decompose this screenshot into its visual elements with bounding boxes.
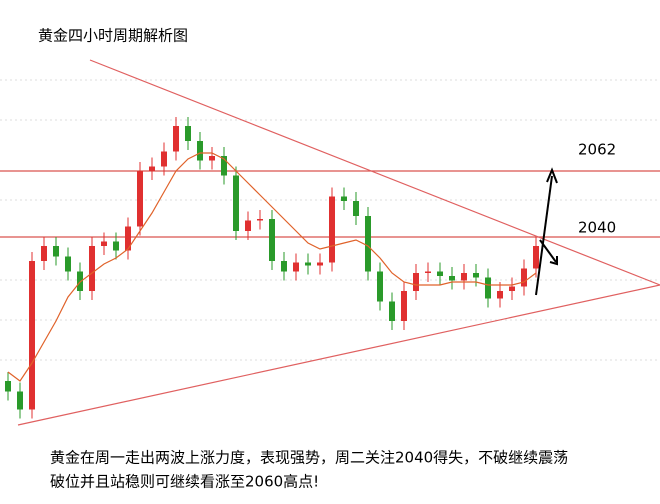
candle-body [5,381,11,392]
annotation: 黄金在周一走出两波上涨力度，表现强势，周二关注2040得失，不破继续震荡 [50,449,568,467]
candle-body [17,391,23,410]
candle-body [221,156,227,176]
candle-body [65,256,71,272]
candle-body [173,126,179,152]
candle-body [521,268,527,287]
candle-body [305,262,311,266]
candle-body [41,246,47,261]
candle-body [509,286,515,291]
candle-body [329,196,335,263]
candle-body [197,141,203,161]
arrows [535,167,558,296]
candle-body [461,273,467,281]
candle-body [473,273,479,278]
trend-line-lower [17,284,660,426]
candle-body [389,301,395,321]
candle-body [257,219,263,221]
candle-body [293,262,299,272]
candle-body [449,276,455,281]
candle-body [485,277,491,299]
candle-body [413,273,419,291]
candle-body [29,261,35,410]
arrow-head [546,167,558,184]
candle-body [533,246,539,269]
candle-body [209,156,215,161]
candle-body [161,151,167,167]
candle-body [149,166,155,171]
arrow [535,175,553,296]
candle-body [365,216,371,272]
trend-line-upper [89,59,660,286]
chart-title: 黄金四小时周期解析图 [38,27,188,45]
candle-body [269,219,275,261]
candle-body [437,271,443,276]
annotation: 破位并且站稳则可继续看涨至2060高点! [50,473,319,491]
candle-body [233,175,239,231]
candle-body [317,262,323,266]
candle-body [185,126,191,141]
candle-body [77,271,83,291]
candle-body [113,241,119,251]
level-label: 2040 [578,219,616,237]
candle-body [353,201,359,216]
candle-body [53,246,59,257]
candle-body [101,241,107,246]
candle-body [89,246,95,291]
arrow-head [549,256,558,266]
moving-average [7,152,537,382]
candle-body [245,220,251,231]
level-label: 2062 [578,141,616,159]
plot [0,117,660,419]
candle-body [401,291,407,321]
candle-body [281,261,287,272]
arrow [539,239,557,263]
candle-body [497,291,503,299]
candle-body [377,271,383,302]
candle-body [137,171,143,227]
candle-body [341,196,347,201]
candle-body [425,271,431,273]
candle-body [125,226,131,251]
